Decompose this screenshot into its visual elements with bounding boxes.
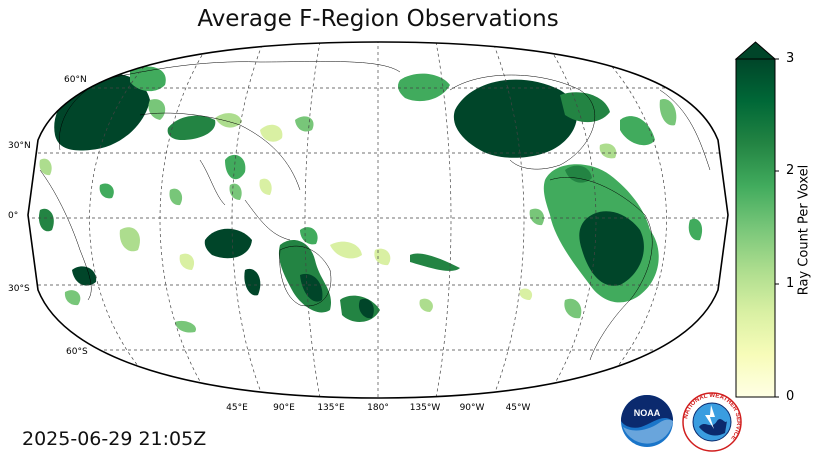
lat-label-30s: 30°S [8, 284, 30, 294]
lon-label-180: 180° [367, 403, 389, 413]
lon-label-90e: 90°E [273, 403, 295, 413]
lat-label-60s: 60°S [66, 347, 88, 357]
map-title: Average F-Region Observations [197, 6, 559, 32]
gridlines [28, 42, 728, 398]
observation-density [38, 66, 703, 333]
colorbar-tick-2: 2 [786, 163, 795, 178]
coastlines [39, 61, 711, 361]
colorbar [734, 41, 779, 398]
timestamp: 2025-06-29 21:05Z [22, 428, 207, 450]
lon-label-45e: 45°E [226, 403, 248, 413]
lon-label-135e: 135°E [317, 403, 345, 413]
colorbar-tick-1: 1 [786, 276, 795, 291]
colorbar-tick-3: 3 [786, 51, 795, 66]
lat-label-60n: 60°N [64, 75, 87, 85]
lat-label-0: 0° [8, 211, 19, 221]
noaa-logo-text: NOAA [634, 408, 661, 418]
lon-label-90w: 90°W [459, 403, 485, 413]
colorbar-tick-0: 0 [786, 389, 795, 404]
lon-label-45w: 45°W [505, 403, 531, 413]
globe-outline [27, 41, 729, 399]
noaa-logo-icon: NOAA [621, 395, 673, 447]
nws-logo-icon: NATIONAL WEATHER SERVICE [682, 392, 742, 452]
lon-label-135w: 135°W [409, 403, 441, 413]
lat-label-30n: 30°N [8, 141, 31, 151]
colorbar-extend-arrow [734, 41, 777, 60]
colorbar-label: Ray Count Per Voxel [796, 164, 812, 296]
